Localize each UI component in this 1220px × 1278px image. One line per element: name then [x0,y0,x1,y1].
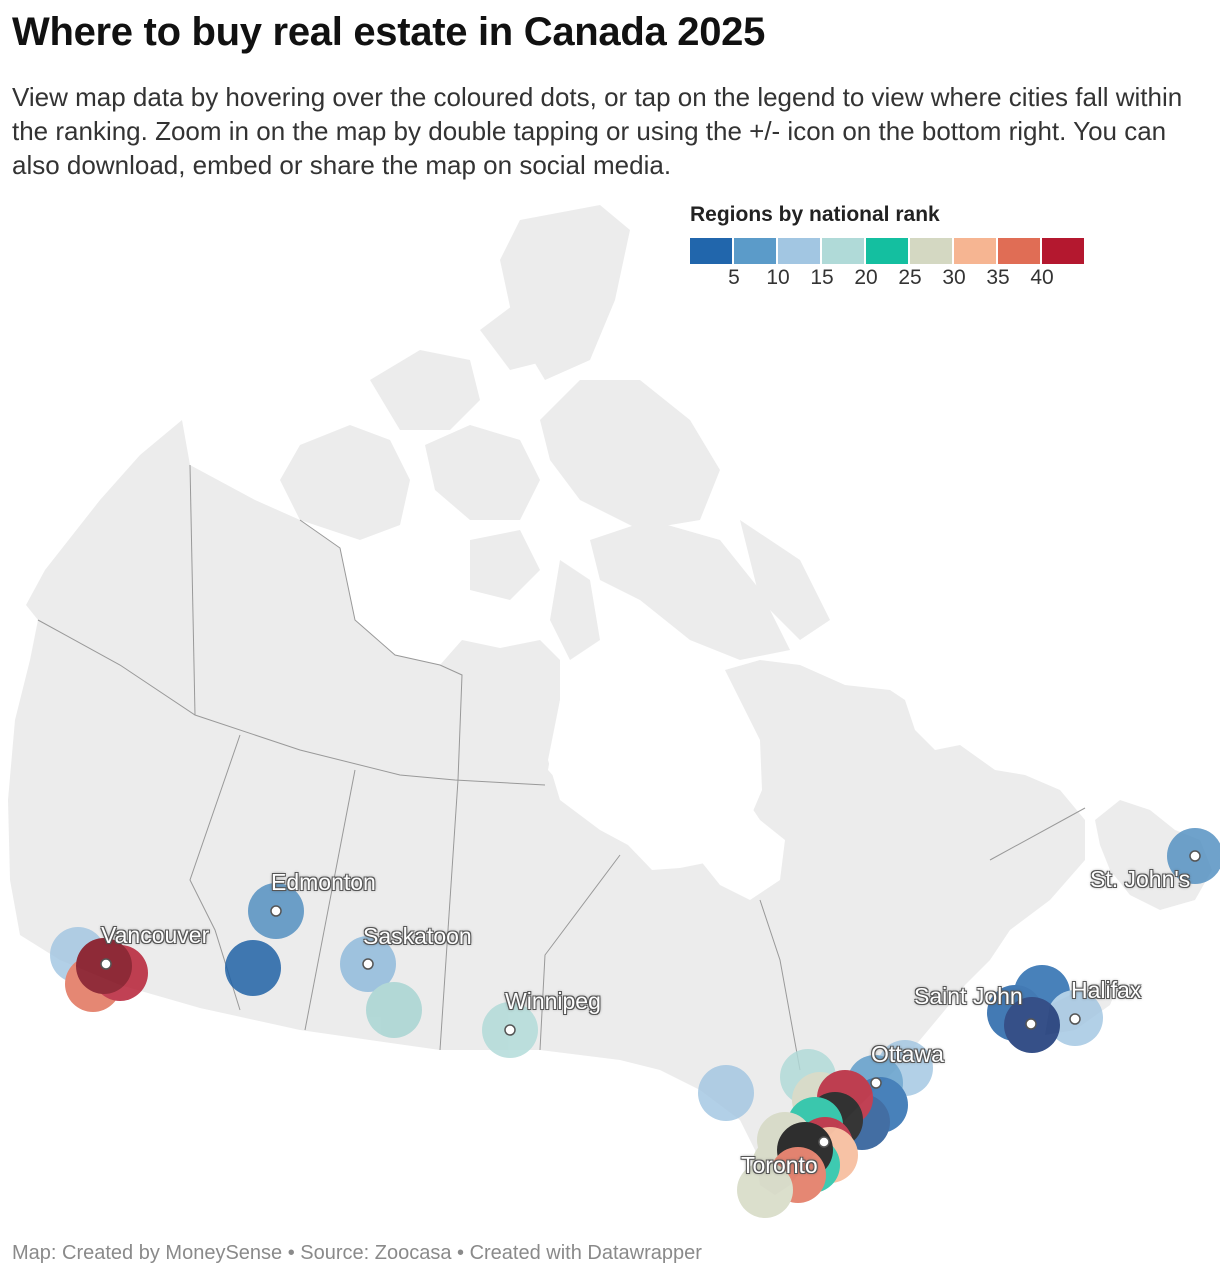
bubble [225,940,281,996]
city-label-st-johns: St. John's [1090,866,1191,892]
legend-swatch[interactable] [954,238,996,264]
city-label-saint-john: Saint John [914,983,1023,1009]
city-marker [870,1077,882,1089]
bubble [366,982,422,1038]
legend-tick-label: 10 [766,266,790,289]
city-label-edmonton: Edmonton [271,869,376,895]
arctic-island-7 [590,520,790,660]
city-marker [270,905,282,917]
city-bubbles [50,828,1220,1218]
legend-tick-label: 40 [1030,266,1054,289]
city-marker [362,958,374,970]
legend[interactable]: Regions by national rank 5 10 15 20 25 30 35 40 [690,203,1090,289]
hudson-bay [548,680,785,900]
legend-swatch[interactable] [734,238,776,264]
legend-swatch[interactable] [1042,238,1084,264]
city-markers [100,850,1201,1148]
legend-swatch[interactable] [866,238,908,264]
arctic-island-3 [425,425,540,520]
city-marker [504,1024,516,1036]
legend-swatches[interactable] [690,238,1086,264]
legend-swatch[interactable] [910,238,952,264]
legend-tick-label: 25 [898,266,922,289]
legend-tick-label: 30 [942,266,966,289]
bubble [737,1162,793,1218]
city-label-vancouver: Vancouver [101,922,210,948]
legend-tick-label: 15 [810,266,834,289]
city-label-saskatoon: Saskatoon [363,923,472,949]
map-description: View map data by hovering over the colou… [12,82,1183,180]
legend-swatch[interactable] [822,238,864,264]
legend-ticks: 5 10 15 20 25 30 35 40 [690,266,1090,296]
city-label-toronto: Toronto [741,1152,818,1178]
city-label-halifax: Halifax [1071,977,1142,1003]
arctic-island-8 [740,520,830,640]
bubble [698,1065,754,1121]
city-marker [818,1136,830,1148]
legend-swatch[interactable] [778,238,820,264]
legend-tick-label: 20 [854,266,878,289]
newfoundland [1095,800,1212,910]
arctic-island-2 [370,350,480,430]
footer-credits: Map: Created by MoneySense • Source: Zoo… [12,1242,702,1264]
city-label-ottawa: Ottawa [871,1041,944,1067]
legend-tick-label: 5 [728,266,740,289]
city-marker [1025,1018,1037,1030]
arctic-island-1 [280,425,410,540]
arctic-island-6 [500,205,630,380]
arctic-island-10 [550,560,600,660]
arctic-island-5 [540,380,720,530]
city-label-winnipeg: Winnipeg [505,988,601,1014]
legend-title: Regions by national rank [690,203,940,226]
legend-tick-label: 35 [986,266,1010,289]
legend-swatch[interactable] [690,238,732,264]
city-marker [100,958,112,970]
land-mass [8,205,1212,1195]
city-marker [1069,1013,1081,1025]
legend-swatch[interactable] [998,238,1040,264]
borders [37,464,1086,1071]
city-marker [1189,850,1201,862]
arctic-island-9 [470,530,540,600]
map-title: Where to buy real estate in Canada 2025 [12,10,766,54]
mainland [8,420,1085,1195]
